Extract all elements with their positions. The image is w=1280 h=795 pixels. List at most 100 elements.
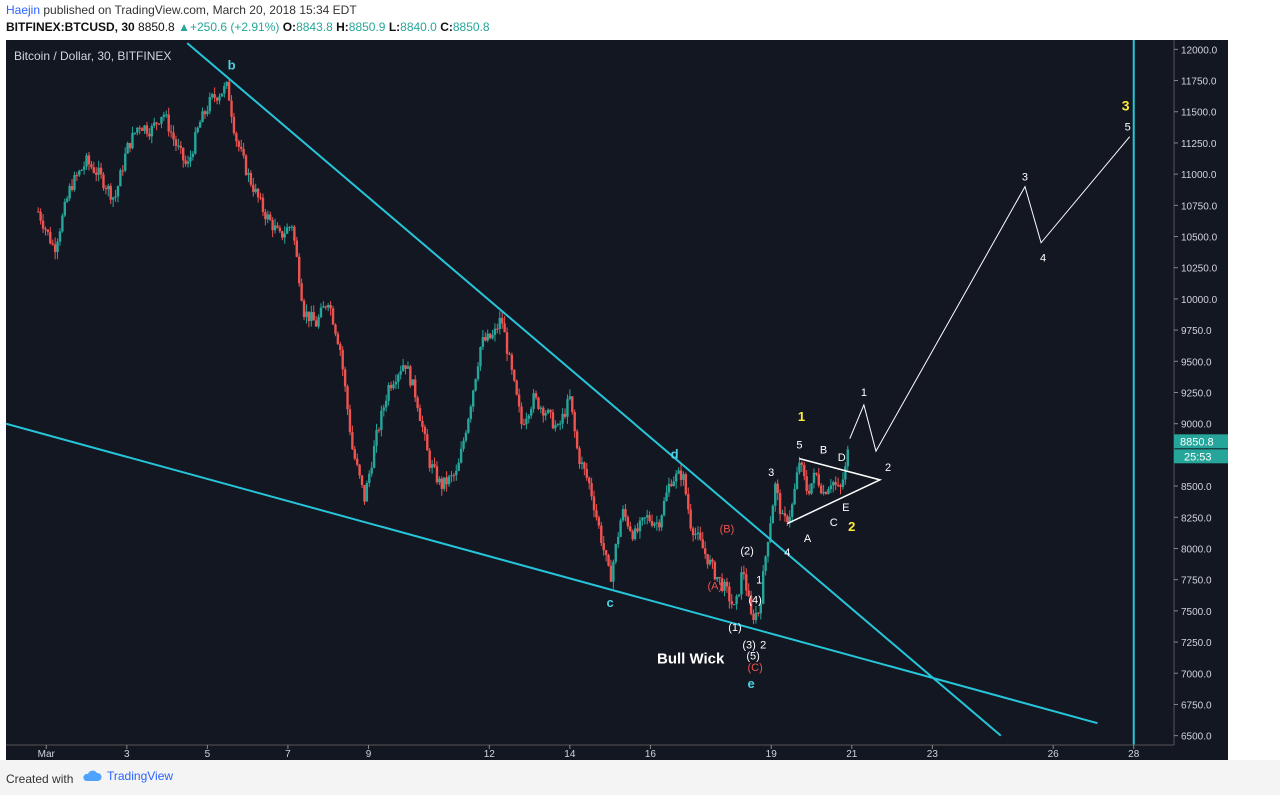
candle[interactable] <box>515 380 518 395</box>
candle[interactable] <box>604 550 608 556</box>
candle[interactable] <box>658 522 661 528</box>
wave-projection[interactable] <box>787 136 1131 525</box>
candle[interactable] <box>737 594 741 597</box>
candle[interactable] <box>37 211 40 213</box>
candle[interactable] <box>529 408 533 416</box>
candle[interactable] <box>90 164 93 168</box>
candle[interactable] <box>435 466 439 483</box>
candle[interactable] <box>227 81 231 101</box>
candle[interactable] <box>133 132 137 134</box>
candle[interactable] <box>527 415 530 419</box>
candle[interactable] <box>324 306 327 308</box>
candle[interactable] <box>136 127 139 133</box>
candle[interactable] <box>51 243 54 245</box>
candle[interactable] <box>638 520 642 532</box>
candle[interactable] <box>769 523 772 543</box>
author-link[interactable]: Haejin <box>6 3 41 17</box>
candle[interactable] <box>232 116 236 134</box>
candle[interactable] <box>281 231 284 238</box>
candle[interactable] <box>703 548 707 555</box>
candle[interactable] <box>786 516 789 523</box>
candle[interactable] <box>353 449 356 459</box>
candle[interactable] <box>360 475 364 486</box>
candle[interactable] <box>165 114 168 116</box>
candle[interactable] <box>689 509 692 529</box>
candle[interactable] <box>510 354 514 370</box>
candle[interactable] <box>752 613 755 621</box>
candle[interactable] <box>121 170 124 172</box>
candle[interactable] <box>259 197 262 199</box>
candle[interactable] <box>759 603 762 614</box>
candle[interactable] <box>182 147 185 161</box>
candle[interactable] <box>380 410 383 430</box>
candle[interactable] <box>298 256 301 284</box>
candle[interactable] <box>331 308 335 325</box>
candle[interactable] <box>404 365 407 369</box>
candle[interactable] <box>138 127 141 129</box>
candle[interactable] <box>614 544 617 562</box>
candle[interactable] <box>114 196 117 198</box>
candle[interactable] <box>764 556 767 571</box>
candle[interactable] <box>728 586 731 602</box>
candle[interactable] <box>169 131 173 133</box>
candle[interactable] <box>602 542 605 551</box>
candle[interactable] <box>230 100 233 117</box>
upper-trendline[interactable] <box>186 42 1002 737</box>
candle[interactable] <box>537 397 540 409</box>
candle[interactable] <box>706 554 709 565</box>
candle[interactable] <box>694 533 697 536</box>
candle[interactable] <box>406 366 410 369</box>
candle[interactable] <box>314 320 318 327</box>
candle[interactable] <box>682 474 685 480</box>
candle[interactable] <box>457 462 460 471</box>
candle[interactable] <box>747 590 750 597</box>
candle[interactable] <box>97 167 100 175</box>
candle[interactable] <box>648 515 651 522</box>
candle[interactable] <box>551 412 555 429</box>
chart-area[interactable]: Bitcoin / Dollar, 30, BITFINEX b c d e Bull … <box>5 40 1228 760</box>
candle[interactable] <box>211 94 214 98</box>
candle[interactable] <box>503 323 506 333</box>
candle[interactable] <box>177 145 180 147</box>
candle[interactable] <box>445 477 448 485</box>
candle[interactable] <box>481 337 485 348</box>
candle[interactable] <box>662 500 666 516</box>
candle[interactable] <box>633 528 637 540</box>
candle[interactable] <box>732 604 736 606</box>
candle[interactable] <box>754 612 758 621</box>
candle[interactable] <box>626 517 630 527</box>
candle[interactable] <box>542 407 545 416</box>
candle[interactable] <box>348 409 352 433</box>
candle[interactable] <box>160 116 163 124</box>
candle[interactable] <box>223 85 226 94</box>
candle[interactable] <box>80 169 83 171</box>
candle[interactable] <box>667 483 671 493</box>
candle[interactable] <box>107 185 110 190</box>
candle[interactable] <box>365 482 369 502</box>
candle[interactable] <box>41 220 45 229</box>
candle[interactable] <box>409 366 412 386</box>
candle[interactable] <box>568 396 572 400</box>
candle[interactable] <box>302 300 306 318</box>
candle[interactable] <box>61 215 64 232</box>
candle[interactable] <box>595 510 598 518</box>
candle[interactable] <box>592 496 596 511</box>
candle[interactable] <box>252 184 255 192</box>
candle[interactable] <box>414 379 417 398</box>
candle[interactable] <box>450 475 453 477</box>
candle[interactable] <box>399 371 402 375</box>
candle[interactable] <box>807 491 811 494</box>
candle[interactable] <box>92 167 96 173</box>
candle[interactable] <box>368 473 371 483</box>
candle[interactable] <box>269 214 272 221</box>
candle[interactable] <box>544 413 547 416</box>
candle[interactable] <box>672 481 675 486</box>
candle[interactable] <box>392 384 395 389</box>
candle[interactable] <box>167 114 170 132</box>
candle[interactable] <box>571 396 574 413</box>
candle[interactable] <box>237 141 240 147</box>
candle[interactable] <box>153 122 156 126</box>
candle[interactable] <box>293 226 296 241</box>
candle[interactable] <box>394 381 398 385</box>
candle[interactable] <box>119 170 122 187</box>
